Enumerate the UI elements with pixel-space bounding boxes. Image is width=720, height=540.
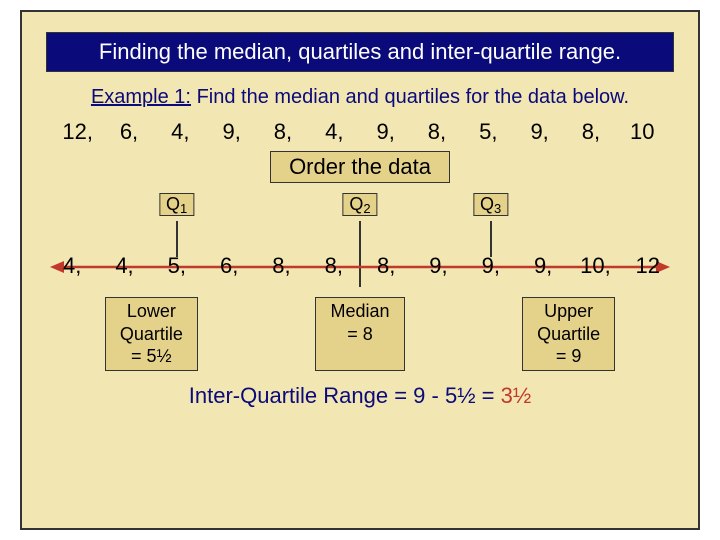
lower-quartile-box: Lower Quartile = 5½ bbox=[105, 297, 198, 371]
data-value: 4, bbox=[98, 253, 150, 279]
data-value: 5, bbox=[463, 119, 514, 145]
data-value: 12 bbox=[622, 253, 674, 279]
upper-quartile-box: Upper Quartile = 9 bbox=[522, 297, 615, 371]
result-boxes: Lower Quartile = 5½ Median = 8 Upper Qua… bbox=[46, 297, 674, 371]
sorted-data-row: 4,4,5,6,8,8,8,9,9,9,10,12 bbox=[46, 253, 674, 279]
quartile-labels: Q1 Q2 Q3 bbox=[46, 193, 674, 233]
iqr-prefix: Inter-Quartile Range = 9 - 5½ = bbox=[189, 383, 501, 408]
data-value: 8, bbox=[411, 119, 462, 145]
example-label: Example 1: bbox=[91, 86, 191, 108]
data-value: 4, bbox=[309, 119, 360, 145]
example-instruction: Find the median and quartiles for the da… bbox=[197, 86, 630, 108]
q3-label: Q3 bbox=[473, 193, 508, 216]
data-value: 8, bbox=[308, 253, 360, 279]
data-value: 5, bbox=[151, 253, 203, 279]
q1-label: Q1 bbox=[159, 193, 194, 216]
q2-label: Q2 bbox=[342, 193, 377, 216]
iqr-line: Inter-Quartile Range = 9 - 5½ = 3½ bbox=[46, 383, 674, 409]
order-instruction: Order the data bbox=[270, 151, 450, 183]
title-box: Finding the median, quartiles and inter-… bbox=[46, 32, 674, 72]
data-value: 9, bbox=[465, 253, 517, 279]
content-frame: Finding the median, quartiles and inter-… bbox=[20, 10, 700, 530]
quartile-diagram: Q1 Q2 Q3 4,4,5,6,8,8,8,9,9,9,10,12 Lower… bbox=[46, 193, 674, 353]
order-instruction-wrap: Order the data bbox=[46, 151, 674, 183]
data-value: 8, bbox=[360, 253, 412, 279]
unsorted-data-row: 12,6,4,9,8,4,9,8,5,9,8,10 bbox=[46, 119, 674, 145]
data-value: 4, bbox=[155, 119, 206, 145]
data-value: 4, bbox=[46, 253, 98, 279]
data-value: 9, bbox=[517, 253, 569, 279]
data-value: 8, bbox=[255, 253, 307, 279]
q3-tick bbox=[490, 221, 492, 257]
title-text: Finding the median, quartiles and inter-… bbox=[99, 39, 621, 64]
data-value: 8, bbox=[565, 119, 616, 145]
data-value: 6, bbox=[203, 253, 255, 279]
data-value: 9, bbox=[360, 119, 411, 145]
data-value: 10 bbox=[617, 119, 668, 145]
data-value: 6, bbox=[103, 119, 154, 145]
q1-tick bbox=[176, 221, 178, 257]
data-value: 12, bbox=[52, 119, 103, 145]
data-value: 9, bbox=[412, 253, 464, 279]
median-box: Median = 8 bbox=[315, 297, 404, 371]
data-value: 9, bbox=[206, 119, 257, 145]
data-value: 10, bbox=[569, 253, 621, 279]
slide: Finding the median, quartiles and inter-… bbox=[0, 0, 720, 540]
data-value: 9, bbox=[514, 119, 565, 145]
example-line: Example 1: Find the median and quartiles… bbox=[46, 86, 674, 109]
iqr-result: 3½ bbox=[501, 383, 532, 408]
data-value: 8, bbox=[257, 119, 308, 145]
